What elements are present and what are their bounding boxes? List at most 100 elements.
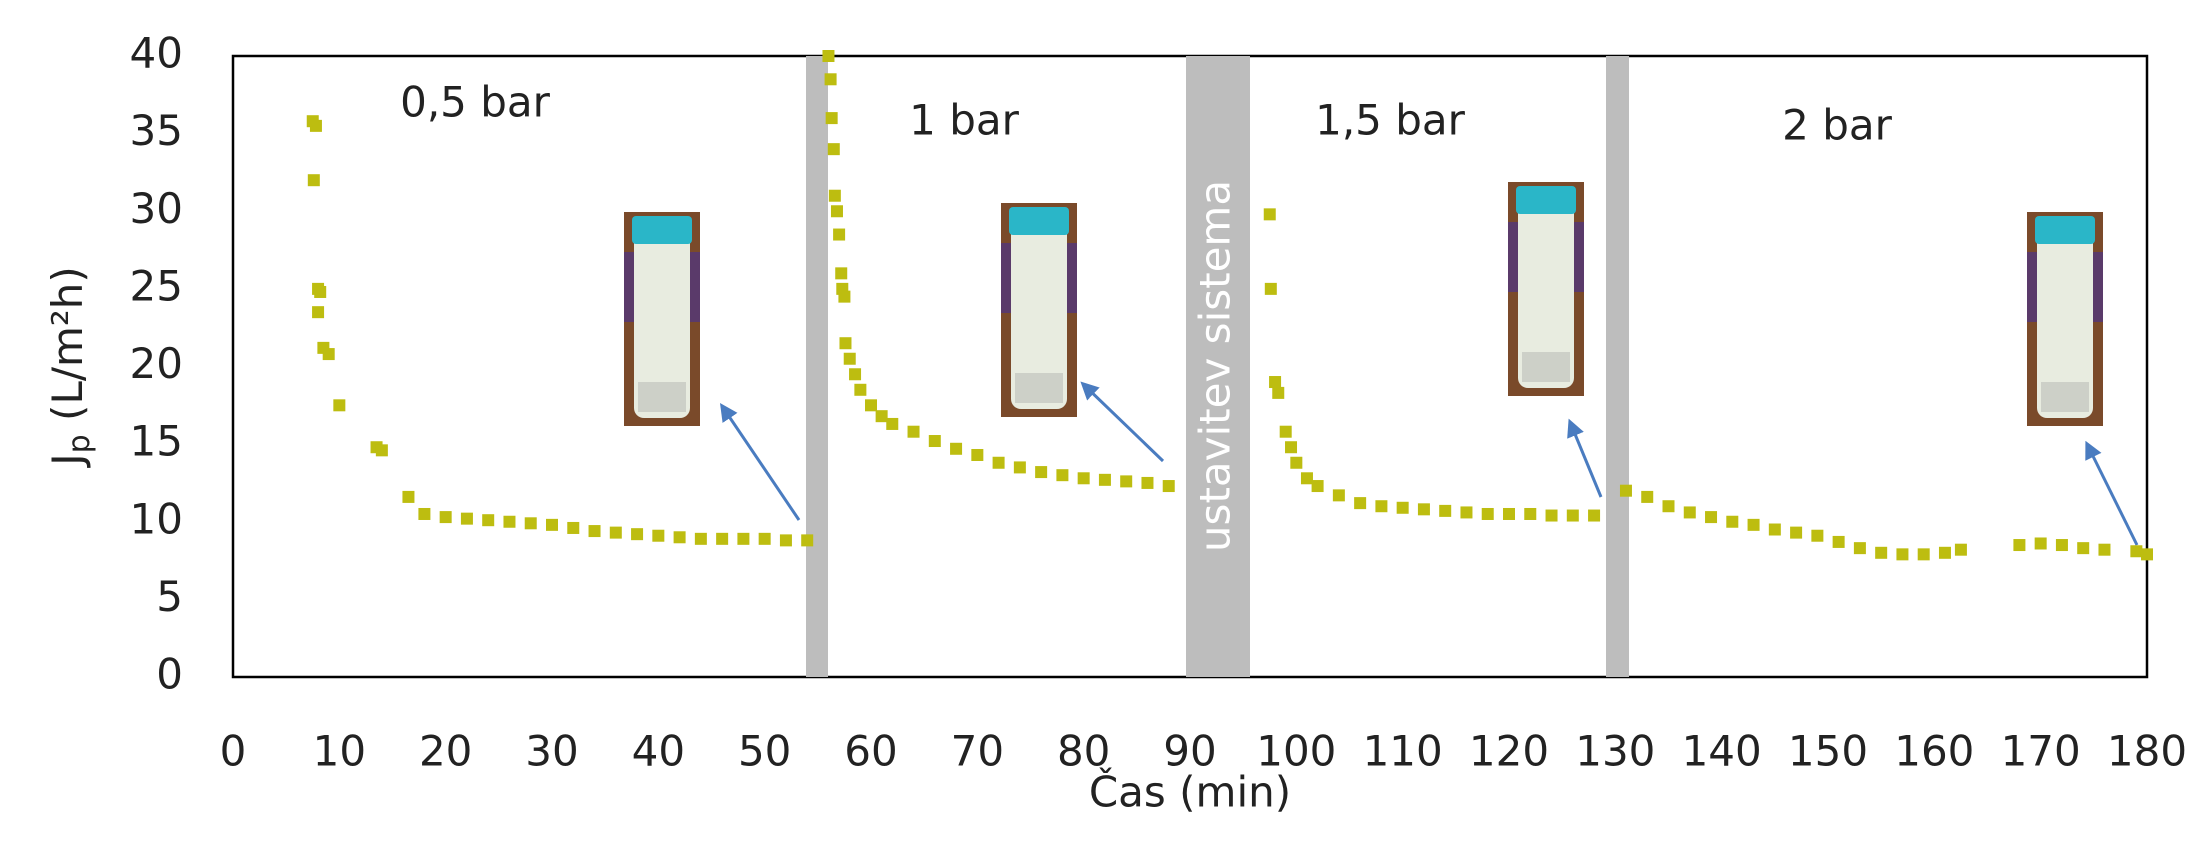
point [652, 529, 665, 542]
point [2130, 545, 2143, 558]
point [1300, 472, 1313, 485]
point [801, 534, 814, 547]
point [865, 399, 877, 412]
point [2034, 537, 2047, 550]
photo [2027, 212, 2103, 426]
point [588, 525, 601, 538]
x-tick-label: 50 [738, 727, 791, 776]
arrow [719, 403, 801, 521]
point [631, 528, 644, 541]
x-tick-label: 130 [1575, 727, 1655, 776]
point [1439, 504, 1452, 517]
point [524, 517, 537, 530]
point [1566, 509, 1579, 522]
point [567, 521, 580, 534]
point [1279, 425, 1292, 438]
x-tick-label: 120 [1469, 727, 1549, 776]
point [830, 205, 843, 218]
point [1332, 489, 1345, 502]
point [1290, 456, 1303, 469]
point [503, 515, 516, 528]
y-tick-label: 20 [130, 339, 183, 388]
point [1162, 480, 1175, 493]
point [460, 512, 473, 525]
point [1768, 523, 1781, 536]
x-tick-label: 70 [951, 727, 1004, 776]
x-tick-label: 180 [2107, 727, 2187, 776]
y-tick-label: 15 [130, 417, 183, 466]
point [1619, 484, 1632, 497]
separator [1186, 56, 1250, 677]
point [1954, 543, 1967, 556]
point [2013, 539, 2026, 552]
point [2077, 542, 2090, 555]
point [2098, 543, 2111, 556]
point [1545, 509, 1558, 522]
point [1853, 542, 1866, 555]
point [694, 532, 707, 545]
point [875, 410, 888, 423]
point [827, 143, 840, 156]
point [402, 490, 415, 503]
annotation: 1 bar [909, 96, 1019, 145]
x-tick-label: 30 [525, 727, 578, 776]
point [482, 514, 495, 527]
point [1832, 535, 1845, 548]
point [1311, 480, 1324, 493]
point [758, 532, 771, 545]
y-axis-title: Jp (L/m²h) [43, 266, 97, 468]
y-tick-label: 0 [156, 650, 183, 699]
separator [806, 56, 828, 677]
point [843, 352, 856, 365]
separator [1606, 56, 1629, 677]
y-tick-label: 35 [130, 106, 183, 155]
arrow [2085, 440, 2139, 546]
point [1917, 548, 1930, 561]
point [1503, 507, 1515, 520]
point [314, 285, 327, 298]
point [1641, 490, 1654, 503]
point [322, 348, 335, 361]
point [309, 119, 322, 132]
arrow [1567, 418, 1603, 498]
point [825, 112, 838, 125]
x-tick-label: 40 [632, 727, 685, 776]
point [1263, 208, 1276, 221]
point [1354, 497, 1367, 510]
photo [1001, 203, 1077, 417]
y-tick-label: 10 [130, 494, 183, 543]
point [1896, 548, 1909, 561]
y-title-main: J [43, 453, 92, 468]
x-tick-label: 140 [1682, 727, 1762, 776]
point [1811, 529, 1824, 542]
y-tick-label: 25 [130, 261, 183, 310]
point [833, 228, 846, 241]
annotation: 2 bar [1782, 101, 1892, 150]
x-tick-label: 110 [1363, 727, 1443, 776]
point [609, 526, 622, 539]
point [1938, 546, 1951, 559]
point [886, 417, 899, 430]
point [1285, 441, 1298, 454]
point [307, 174, 320, 187]
point [333, 399, 346, 412]
point [1481, 507, 1494, 520]
point [1098, 473, 1111, 486]
x-tick-label: 10 [313, 727, 366, 776]
y-title-sub: p [62, 434, 97, 453]
point [312, 306, 325, 319]
point [849, 368, 862, 381]
x-tick-label: 20 [419, 727, 472, 776]
x-tick-label: 60 [844, 727, 897, 776]
point [1747, 518, 1760, 531]
x-tick-label: 150 [1788, 727, 1868, 776]
point [950, 442, 963, 455]
point [1375, 500, 1388, 513]
y-title-unit: (L/m²h) [43, 266, 92, 434]
point [1524, 507, 1537, 520]
point [1272, 386, 1285, 399]
point [716, 532, 729, 545]
photo [624, 212, 700, 426]
x-tick-label: 80 [1057, 727, 1110, 776]
